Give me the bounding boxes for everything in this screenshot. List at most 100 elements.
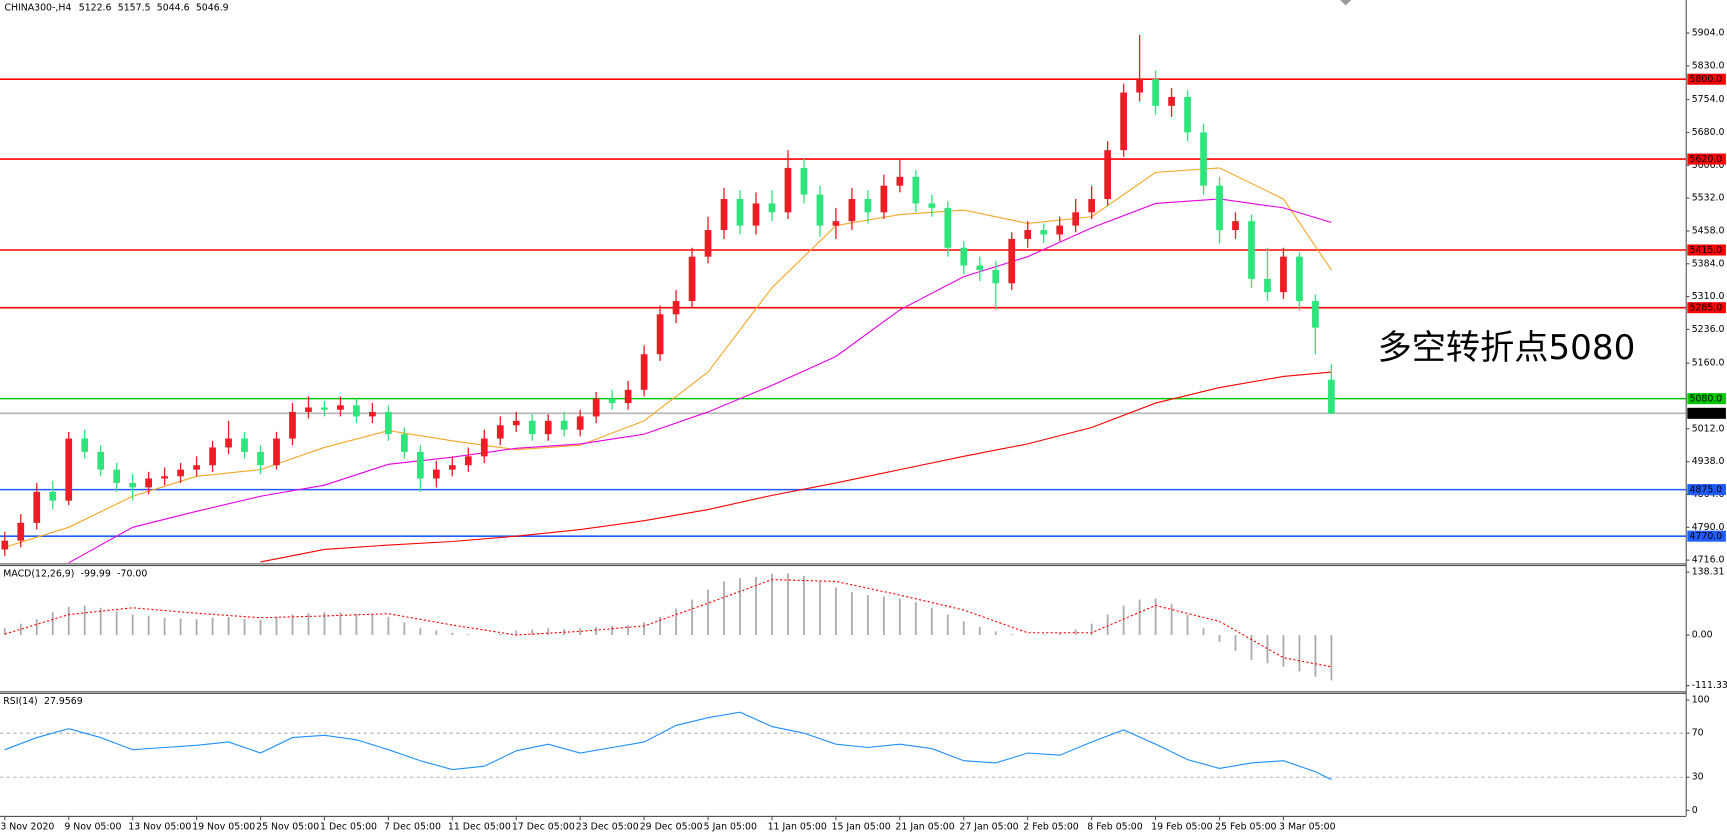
macd-bar bbox=[1170, 604, 1173, 636]
x-tick-label: 19 Feb 05:00 bbox=[1151, 821, 1212, 832]
x-tick-label: 21 Jan 05:00 bbox=[895, 821, 954, 832]
candle-body bbox=[1136, 79, 1143, 93]
macd-bar bbox=[1298, 635, 1301, 672]
macd-bar bbox=[35, 619, 38, 636]
x-tick-label: 9 Nov 05:00 bbox=[64, 821, 121, 832]
macd-bar bbox=[211, 617, 214, 636]
last-low: 5044.6 bbox=[157, 2, 190, 13]
macd-bar bbox=[579, 628, 582, 636]
candle-body bbox=[848, 198, 856, 222]
candle-body bbox=[353, 405, 360, 417]
level-label-box bbox=[1687, 393, 1726, 405]
y-tick-label: 100 bbox=[1692, 695, 1710, 706]
y-tick-label: 5830.0 bbox=[1692, 60, 1725, 71]
macd-bar bbox=[195, 619, 198, 636]
y-tick-label: 5754.0 bbox=[1692, 94, 1725, 105]
candle-body bbox=[177, 469, 184, 477]
candle-body bbox=[704, 230, 712, 257]
candle-body bbox=[752, 203, 760, 226]
macd-bar bbox=[291, 614, 294, 636]
macd-bar bbox=[739, 578, 741, 636]
candle-body bbox=[624, 389, 632, 404]
macd-bar bbox=[115, 611, 118, 636]
candle-body bbox=[816, 194, 824, 226]
macd-bar bbox=[994, 631, 997, 636]
macd-bar bbox=[1250, 635, 1253, 661]
macd-bar bbox=[1090, 623, 1093, 636]
macd-panel bbox=[3, 573, 1333, 681]
y-tick-label: 5012.0 bbox=[1692, 423, 1725, 434]
last-open: 5122.6 bbox=[79, 2, 112, 13]
candle-body bbox=[736, 198, 744, 226]
candle-body bbox=[289, 411, 296, 439]
candle-body bbox=[1168, 96, 1175, 106]
candle-body bbox=[1200, 132, 1207, 186]
candle-body bbox=[17, 522, 25, 541]
macd-bar bbox=[1106, 614, 1109, 636]
level-label-box bbox=[1687, 484, 1726, 496]
macd-bar bbox=[163, 617, 166, 636]
macd-bar bbox=[595, 626, 598, 636]
macd-bar bbox=[179, 618, 182, 636]
macd-bar bbox=[1138, 599, 1141, 636]
macd-bar bbox=[467, 634, 470, 636]
y-tick-label: 0.00 bbox=[1692, 630, 1713, 641]
macd-bar bbox=[531, 629, 534, 636]
macd-bar bbox=[755, 576, 757, 636]
macd-bar bbox=[1074, 629, 1077, 636]
price-header: CHINA300-,H4 5122.6 5157.5 5044.6 5046.9 bbox=[4, 2, 228, 13]
candle-body bbox=[273, 438, 280, 466]
candle-body bbox=[401, 434, 408, 452]
y-tick-label: 5532.0 bbox=[1692, 193, 1725, 204]
candle-body bbox=[417, 451, 424, 479]
macd-bar bbox=[914, 602, 917, 636]
x-tick-label: 15 Jan 05:00 bbox=[832, 821, 891, 832]
macd-bar bbox=[419, 628, 422, 636]
candle-body bbox=[800, 167, 808, 195]
candle-body bbox=[480, 438, 488, 457]
candle-body bbox=[225, 438, 232, 448]
macd-bar bbox=[771, 573, 773, 636]
macd-title: MACD(12,26,9) bbox=[3, 568, 74, 579]
y-tick-label: 4938.0 bbox=[1692, 456, 1725, 467]
candle-body bbox=[1088, 198, 1096, 213]
candle-body bbox=[1056, 225, 1064, 235]
macd-bar bbox=[131, 614, 134, 636]
macd-bar bbox=[1122, 605, 1125, 636]
macd-bar bbox=[851, 591, 853, 636]
y-tick-label: 30 bbox=[1692, 772, 1704, 783]
level-label: 5415.0 bbox=[1690, 245, 1723, 256]
x-tick-label: 5 Jan 05:00 bbox=[704, 821, 757, 832]
macd-bar bbox=[275, 616, 278, 636]
macd-bar bbox=[339, 612, 342, 636]
symbol: CHINA300-,H4 bbox=[4, 2, 71, 13]
macd-bar bbox=[147, 615, 150, 636]
candle-body bbox=[976, 265, 984, 270]
macd-bar bbox=[227, 616, 230, 636]
level-label-box bbox=[1687, 73, 1726, 85]
macd-bar bbox=[323, 612, 326, 636]
macd-signal-value: -70.00 bbox=[117, 568, 147, 579]
candle-body bbox=[768, 203, 776, 213]
x-tick-label: 27 Jan 05:00 bbox=[959, 821, 1018, 832]
candle-body bbox=[1, 540, 9, 550]
candle-body bbox=[1152, 79, 1159, 106]
candle-body bbox=[656, 314, 664, 355]
x-tick-label: 19 Nov 05:00 bbox=[192, 821, 255, 832]
y-tick-label: 70 bbox=[1692, 728, 1704, 739]
candle-body bbox=[97, 451, 105, 470]
y-tick-label: 5606.0 bbox=[1692, 160, 1725, 171]
signal-line bbox=[4, 579, 1332, 668]
candle-body bbox=[161, 476, 168, 479]
candle-body bbox=[544, 420, 552, 435]
x-tick-label: 8 Feb 05:00 bbox=[1087, 821, 1142, 832]
macd-bar bbox=[1202, 628, 1205, 636]
candle-body bbox=[688, 256, 696, 302]
level-label-box bbox=[1687, 244, 1726, 256]
candle-body bbox=[1104, 150, 1111, 199]
rsi-value: 27.9569 bbox=[44, 696, 83, 707]
macd-bar bbox=[547, 628, 550, 636]
rsi-header: RSI(14) 27.9569 bbox=[3, 696, 82, 707]
